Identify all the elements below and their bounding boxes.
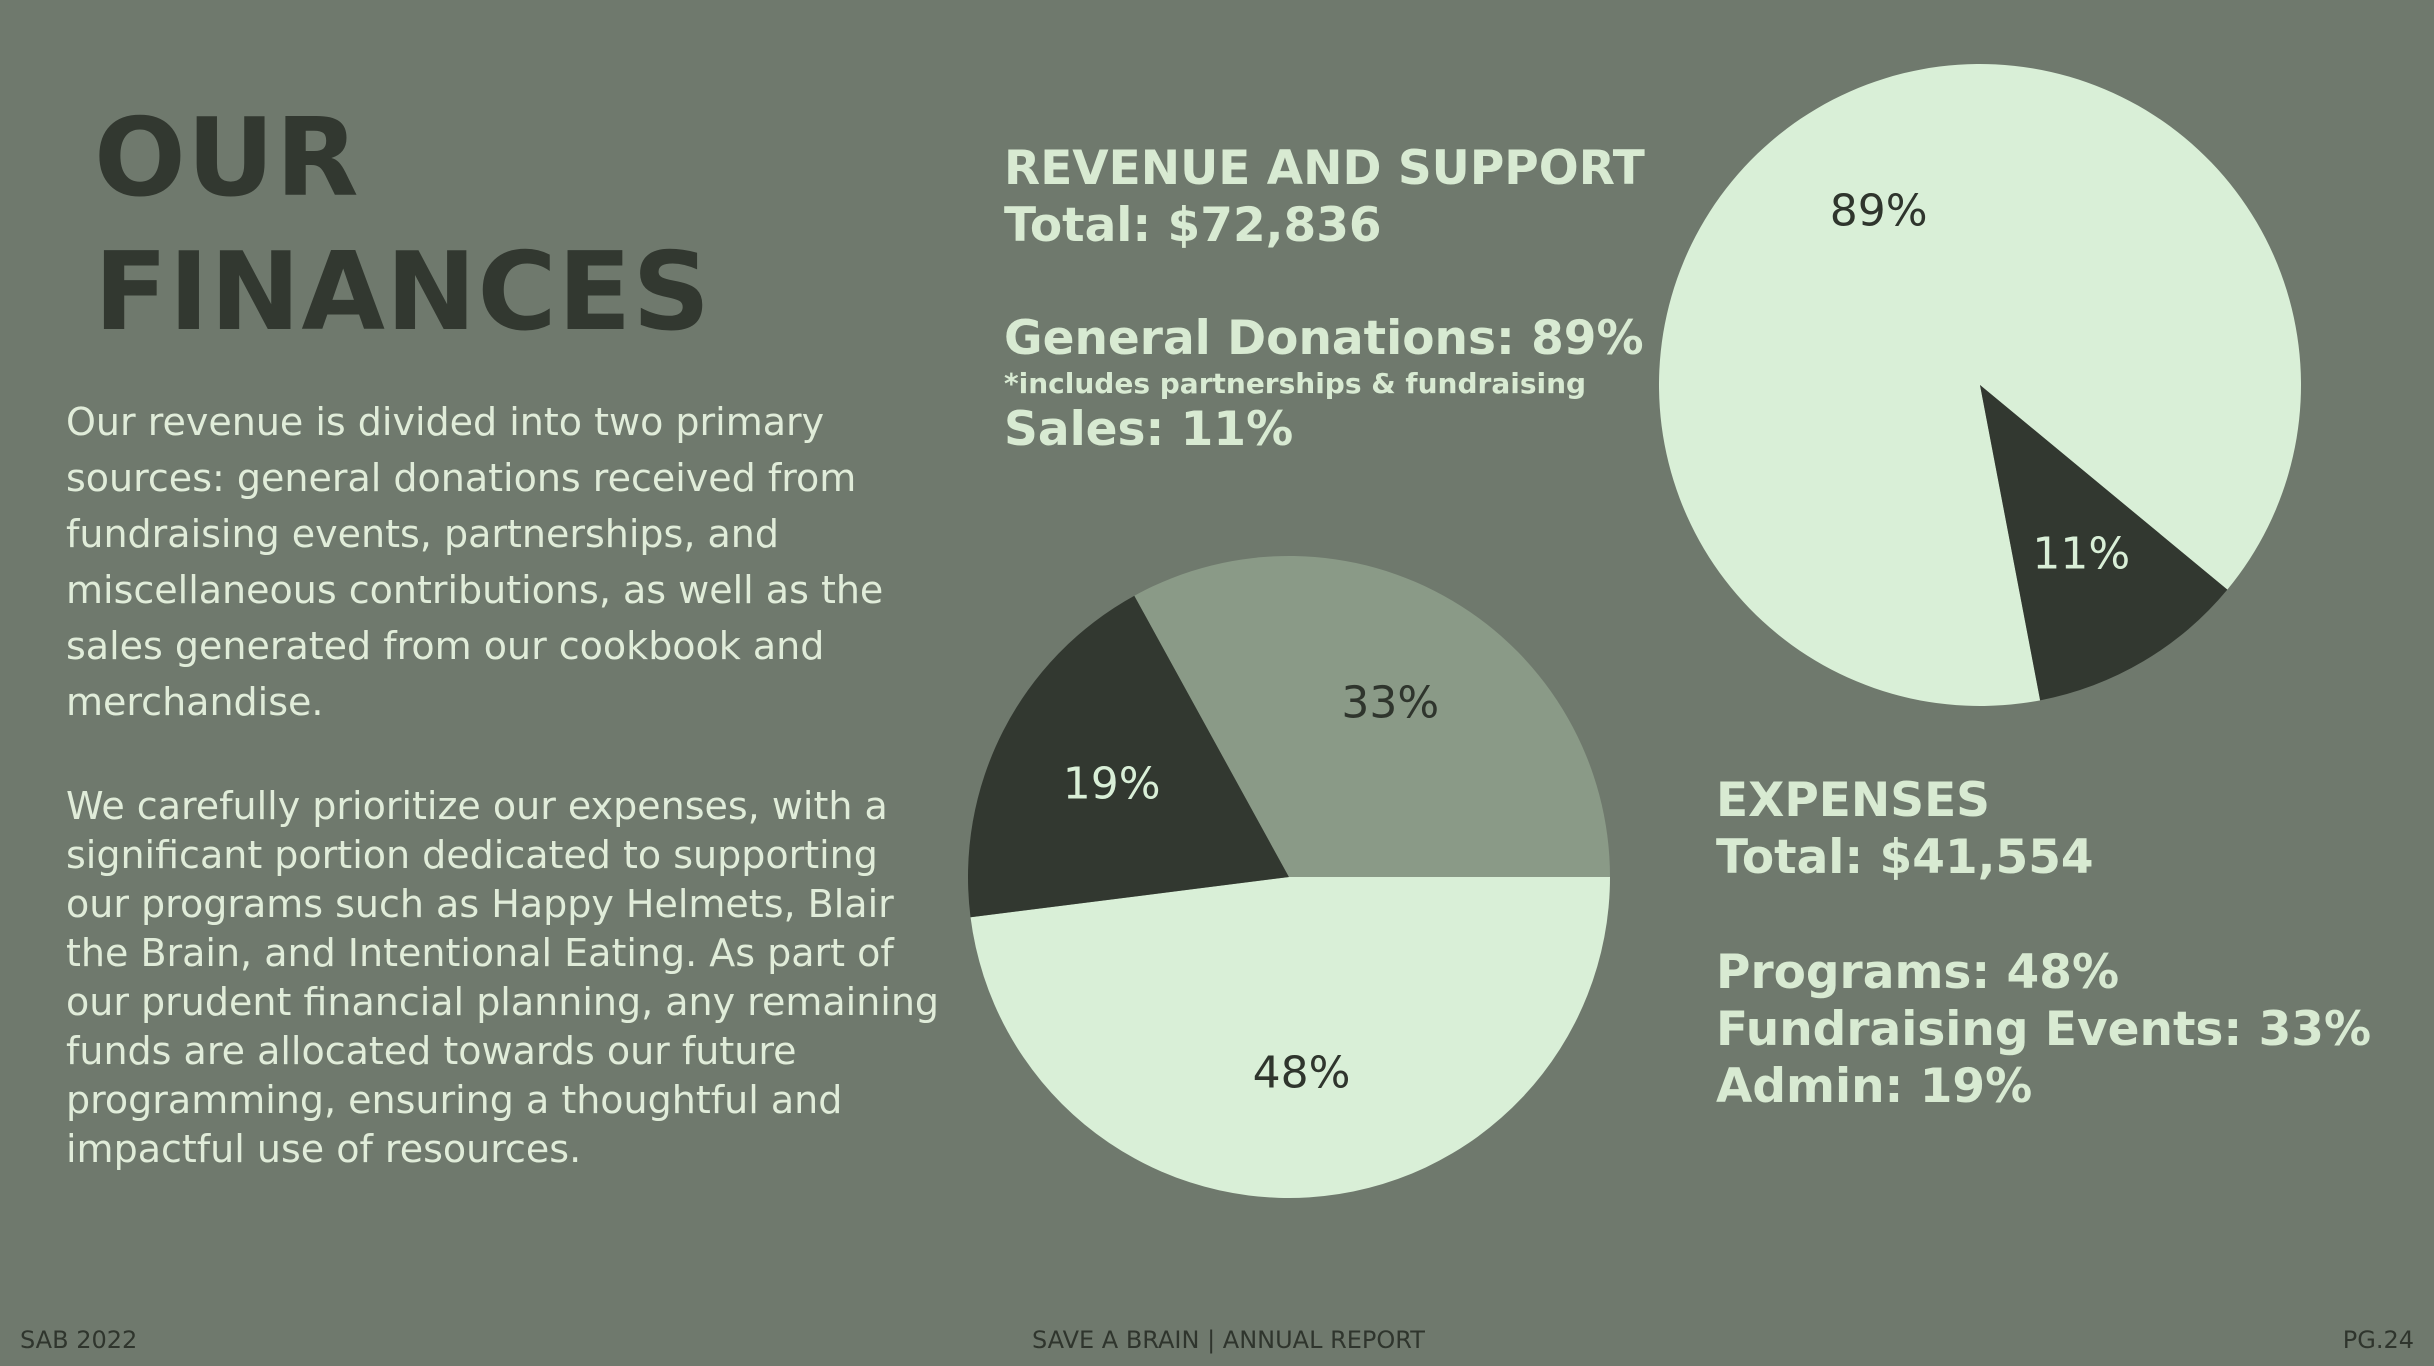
expenses-total: Total: $41,554 xyxy=(1716,830,2094,885)
footer-year: SAB 2022 xyxy=(20,1326,138,1354)
page-title-line-2: FINANCES xyxy=(94,230,712,355)
revenue-total: Total: $72,836 xyxy=(1004,198,1382,253)
expenses-programs: Programs: 48% xyxy=(1716,945,2120,1000)
revenue-spacer xyxy=(1004,254,1645,310)
revenue-label-sales: 11% xyxy=(2032,528,2130,579)
footer-page-number: PG.24 xyxy=(2342,1326,2414,1354)
page-title: OUR FINANCES xyxy=(94,92,711,360)
expenses-slice-fundraising-events xyxy=(1134,556,1610,877)
revenue-summary: REVENUE AND SUPPORT Total: $72,836 Gener… xyxy=(1004,140,1645,458)
revenue-slice-general-donations xyxy=(1659,63,2301,707)
revenue-slice-sales xyxy=(1980,385,2228,701)
footer-report-title: SAVE A BRAIN | ANNUAL REPORT xyxy=(1032,1326,1425,1354)
expenses-pie-chart: 48% 19% 33% xyxy=(968,556,1610,1198)
expenses-spacer xyxy=(1716,886,2371,944)
revenue-description: Our revenue is divided into two primary … xyxy=(66,400,884,724)
expenses-label-programs: 48% xyxy=(1253,1048,1351,1099)
revenue-heading: REVENUE AND SUPPORT xyxy=(1004,141,1645,196)
revenue-donations-note: *includes partnerships & fundraising xyxy=(1004,367,1587,400)
expenses-summary: EXPENSES Total: $41,554 Programs: 48% Fu… xyxy=(1716,772,2371,1115)
expenses-label-admin: 19% xyxy=(1063,759,1161,810)
expenses-description: We carefully prioritize our expenses, wi… xyxy=(66,784,940,1171)
page-title-line-1: OUR xyxy=(94,96,360,221)
revenue-label-general-donations: 89% xyxy=(1830,186,1928,237)
revenue-sales: Sales: 11% xyxy=(1004,402,1294,457)
expenses-slice-admin xyxy=(968,595,1289,918)
expenses-label-fundraising-events: 33% xyxy=(1341,678,1439,729)
expenses-slice-programs xyxy=(970,877,1610,1198)
expenses-fundraising: Fundraising Events: 33% xyxy=(1716,1002,2372,1057)
revenue-pie-chart: 89% 11% xyxy=(1659,63,2301,707)
revenue-donations: General Donations: 89% xyxy=(1004,311,1644,366)
expenses-admin: Admin: 19% xyxy=(1716,1059,2033,1114)
expenses-heading: EXPENSES xyxy=(1716,773,1991,828)
